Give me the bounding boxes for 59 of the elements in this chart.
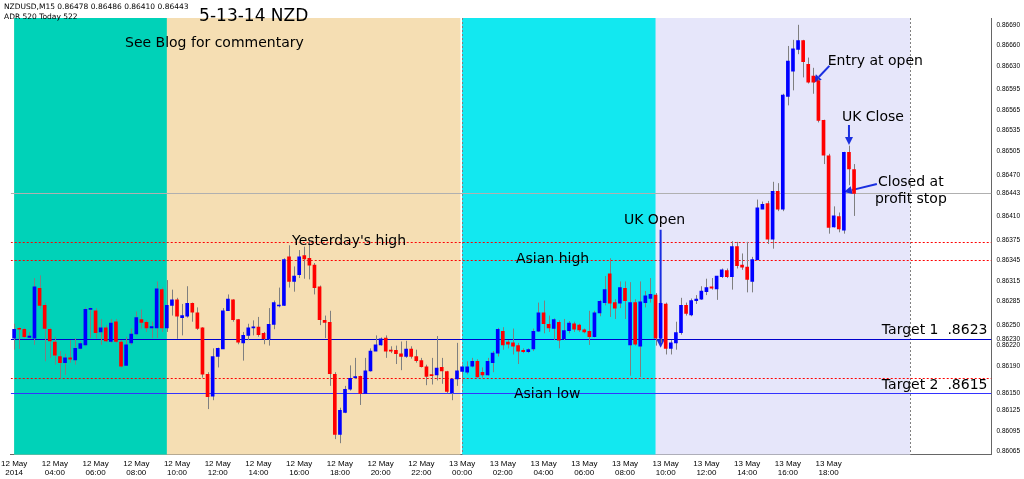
x-tick-label: 12 May 12:00 [204,458,231,478]
annotation: UK Close [840,108,905,126]
x-tick-label: 12 May 16:00 [286,458,313,478]
candlestick [47,327,52,359]
candlestick [322,315,327,339]
candlestick [68,339,72,364]
x-tick-label: 12 May 20:00 [367,458,394,478]
annotation: Asian high [516,250,590,266]
candlestick [450,377,454,401]
x-tick-label: 13 May 14:00 [734,458,761,478]
candlestick [556,319,561,349]
x-tick-label: 13 May 04:00 [530,458,557,478]
candlestick [88,306,93,339]
candlestick [241,331,246,362]
candlestick [831,205,836,229]
annotation: Entry at open [826,52,924,70]
x-tick-label: 12 May 18:00 [326,458,354,478]
x-tick-label: 13 May 12:00 [693,458,720,478]
candlestick [775,182,780,212]
x-tick-label: 12 May 04:00 [41,458,68,478]
x-tick-label: 13 May 16:00 [774,458,801,478]
x-tick-label: 13 May 08:00 [611,458,639,478]
ref-line-label: Target 2 .8615 [880,376,988,393]
x-tick-label: 12 May 06:00 [82,458,109,478]
x-tick-label: 13 May 18:00 [815,458,842,478]
candlestick [806,57,811,85]
candlestick [73,337,78,366]
ref-line-label: Target 1 .8623 [880,321,988,338]
x-tick-label: 13 May 06:00 [571,458,598,478]
candlestick [618,280,622,309]
annotation: Closed at profit stop [873,173,948,208]
candlestick [175,297,179,340]
candlestick [836,212,841,233]
x-tick-label: 12 May 08:00 [123,458,150,478]
candlestick [124,336,128,367]
candlestick [353,357,358,380]
x-tick-label: 12 May 10:00 [163,458,191,478]
candlestick [134,310,139,336]
candlestick [12,323,16,351]
candlestick [109,318,113,344]
x-tick-label: 12 May 2014 [1,458,28,478]
candlestick [114,318,118,344]
candlestick [623,280,627,320]
chart-title: 5-13-14 NZD [199,5,309,25]
candlestick [139,308,144,330]
candlestick [292,265,296,293]
annotation: Yesterday's high [292,232,407,248]
candlestick [750,256,755,293]
x-tick-label: 12 May 14:00 [245,458,272,478]
candlestick [847,145,851,186]
x-tick-label: 12 May 22:00 [408,458,435,478]
x-tick-label: 13 May 00:00 [448,458,476,478]
candlestick [63,353,67,376]
candlestick [297,249,302,279]
x-tick-label: 13 May 02:00 [489,458,516,478]
candlestick [17,326,22,350]
x-tick-label: 13 May 10:00 [652,458,679,478]
candlestick [801,39,805,78]
candlestick [53,336,57,366]
